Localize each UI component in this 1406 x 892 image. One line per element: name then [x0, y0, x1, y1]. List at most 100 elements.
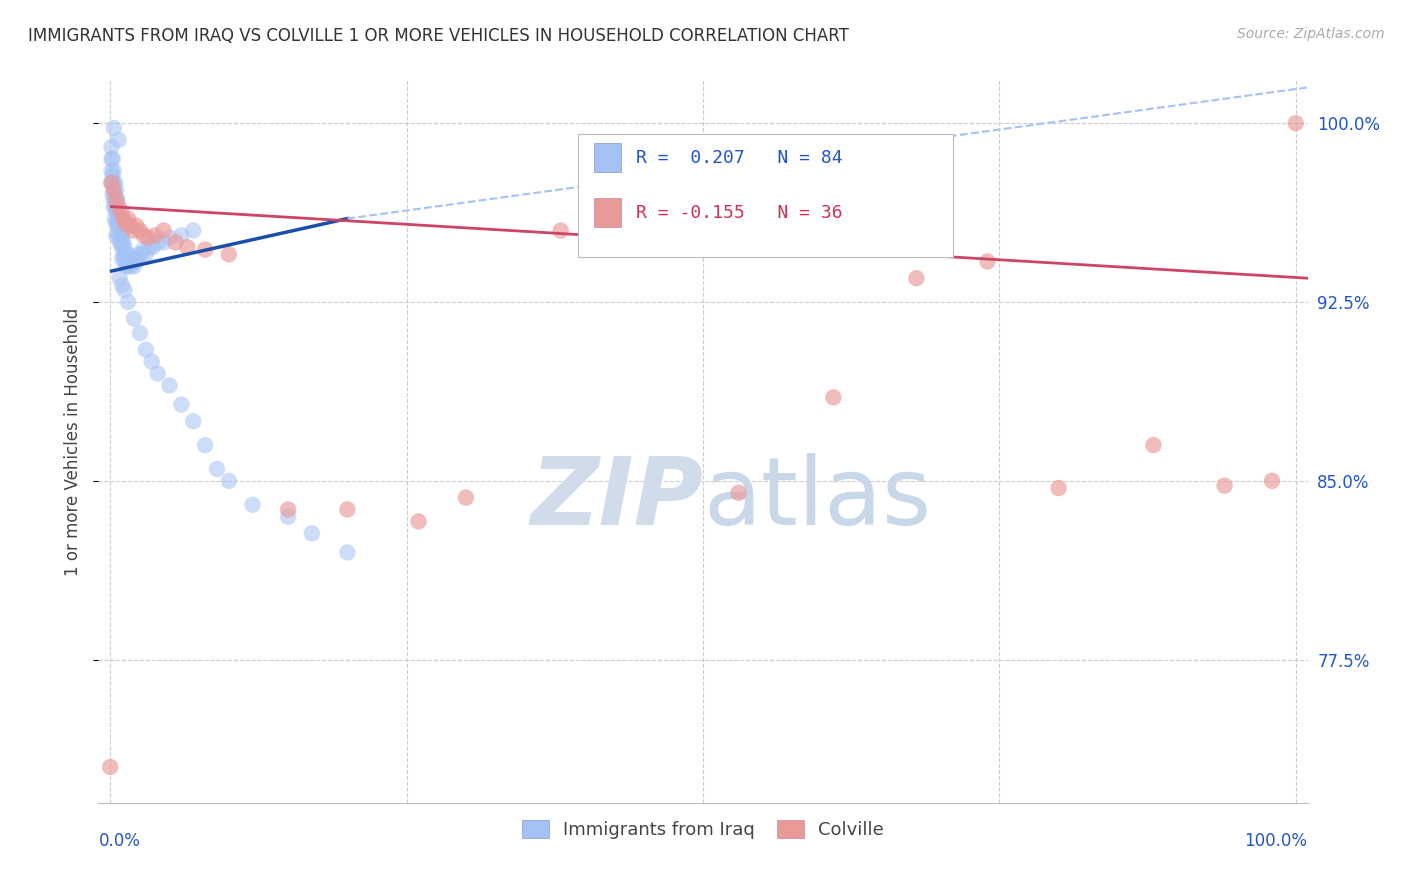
FancyBboxPatch shape — [578, 135, 953, 257]
Point — [1142, 438, 1164, 452]
Point — [110, 223, 132, 237]
Point — [107, 228, 129, 243]
Point — [132, 228, 155, 243]
Point — [121, 223, 143, 237]
Point — [105, 193, 128, 207]
Point — [218, 247, 240, 261]
Point — [107, 204, 129, 219]
Point — [100, 176, 122, 190]
Point — [135, 343, 157, 357]
Point — [242, 498, 264, 512]
Point — [976, 254, 998, 268]
Point — [103, 164, 125, 178]
Point — [103, 193, 125, 207]
FancyBboxPatch shape — [595, 198, 621, 227]
Point — [454, 491, 477, 505]
Point — [101, 152, 124, 166]
Point — [105, 193, 128, 207]
Point — [111, 278, 134, 293]
Point — [103, 183, 125, 197]
Point — [550, 223, 572, 237]
Point — [104, 211, 127, 226]
Point — [1213, 478, 1236, 492]
Point — [103, 200, 125, 214]
Point — [114, 240, 136, 254]
Text: IMMIGRANTS FROM IRAQ VS COLVILLE 1 OR MORE VEHICLES IN HOUSEHOLD CORRELATION CHA: IMMIGRANTS FROM IRAQ VS COLVILLE 1 OR MO… — [28, 27, 849, 45]
Point — [103, 176, 125, 190]
Point — [108, 223, 131, 237]
Point — [1261, 474, 1284, 488]
Point — [98, 760, 121, 774]
Point — [111, 240, 134, 254]
Point — [115, 252, 138, 266]
Point — [114, 252, 136, 266]
Point — [727, 485, 749, 500]
Point — [336, 502, 359, 516]
Point — [823, 391, 845, 405]
Point — [218, 474, 240, 488]
Text: 0.0%: 0.0% — [98, 831, 141, 850]
Point — [107, 200, 129, 214]
Point — [105, 216, 128, 230]
Text: Source: ZipAtlas.com: Source: ZipAtlas.com — [1237, 27, 1385, 41]
Point — [408, 515, 430, 529]
Text: ZIP: ZIP — [530, 453, 703, 545]
Text: atlas: atlas — [703, 453, 931, 545]
Y-axis label: 1 or more Vehicles in Household: 1 or more Vehicles in Household — [63, 308, 82, 575]
Point — [112, 211, 135, 226]
Point — [112, 247, 135, 261]
Point — [159, 230, 181, 244]
Point — [152, 235, 174, 250]
Point — [129, 247, 152, 261]
Text: R =  0.207   N = 84: R = 0.207 N = 84 — [637, 149, 844, 167]
Point — [105, 194, 128, 209]
Point — [125, 219, 148, 233]
Point — [108, 271, 131, 285]
Point — [101, 187, 124, 202]
Point — [124, 254, 146, 268]
Point — [108, 235, 131, 250]
Point — [105, 228, 128, 243]
Point — [105, 183, 128, 197]
Point — [103, 120, 125, 135]
Point — [101, 169, 124, 183]
Point — [905, 271, 928, 285]
Legend: Immigrants from Iraq, Colville: Immigrants from Iraq, Colville — [513, 811, 893, 848]
Point — [143, 228, 166, 243]
Point — [205, 462, 228, 476]
Point — [122, 260, 145, 274]
Point — [142, 240, 165, 254]
Point — [117, 247, 139, 261]
Point — [100, 176, 122, 190]
Point — [114, 247, 136, 261]
Point — [110, 235, 132, 250]
Point — [105, 216, 128, 230]
Point — [104, 176, 127, 190]
Point — [194, 438, 217, 452]
Point — [117, 295, 139, 310]
Point — [117, 211, 139, 226]
Point — [120, 219, 142, 233]
Point — [138, 240, 160, 254]
Point — [111, 252, 134, 266]
Point — [118, 254, 141, 268]
Point — [120, 260, 142, 274]
Point — [108, 211, 131, 226]
Point — [103, 183, 125, 197]
Point — [114, 283, 136, 297]
Point — [117, 260, 139, 274]
Point — [100, 164, 122, 178]
Point — [1047, 481, 1070, 495]
Point — [277, 502, 299, 516]
Point — [135, 247, 157, 261]
Point — [128, 247, 150, 261]
Point — [194, 243, 217, 257]
Point — [104, 187, 127, 202]
Point — [181, 223, 204, 237]
Point — [129, 326, 152, 340]
Point — [181, 414, 204, 428]
Point — [107, 133, 129, 147]
Point — [301, 526, 323, 541]
Point — [107, 216, 129, 230]
Point — [277, 509, 299, 524]
